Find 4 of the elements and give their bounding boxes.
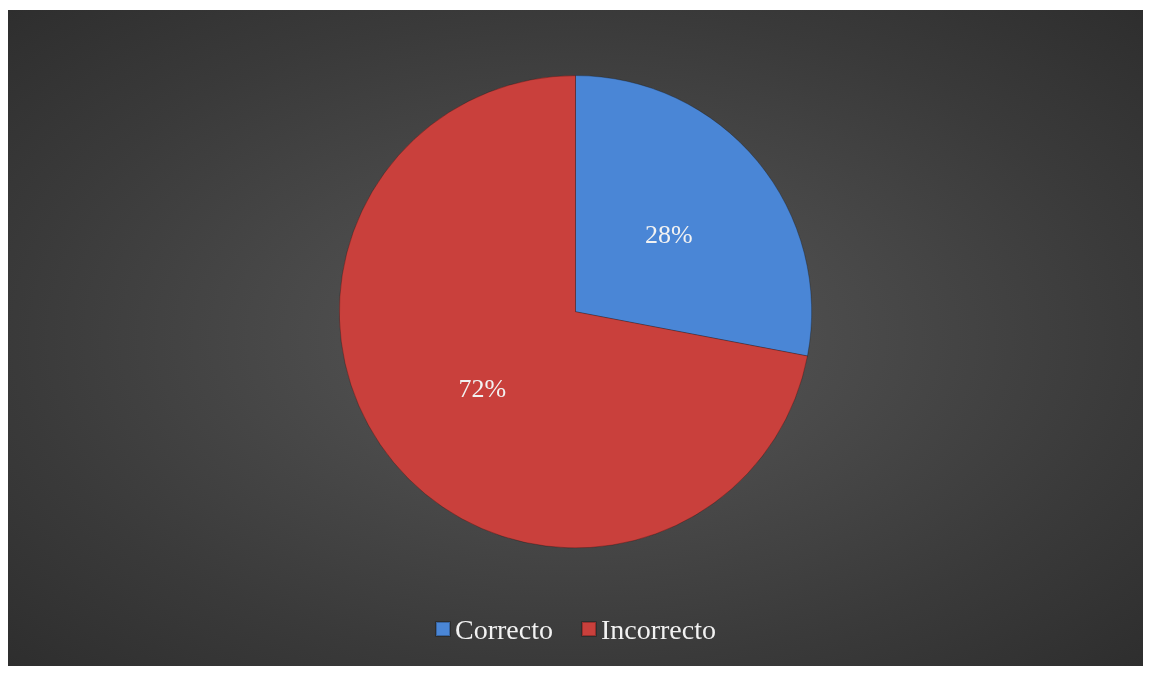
data-label: 72% (458, 374, 507, 404)
legend-label: Correcto (455, 613, 553, 645)
data-label: 28% (644, 220, 693, 250)
legend-label: Incorrecto (600, 613, 717, 645)
